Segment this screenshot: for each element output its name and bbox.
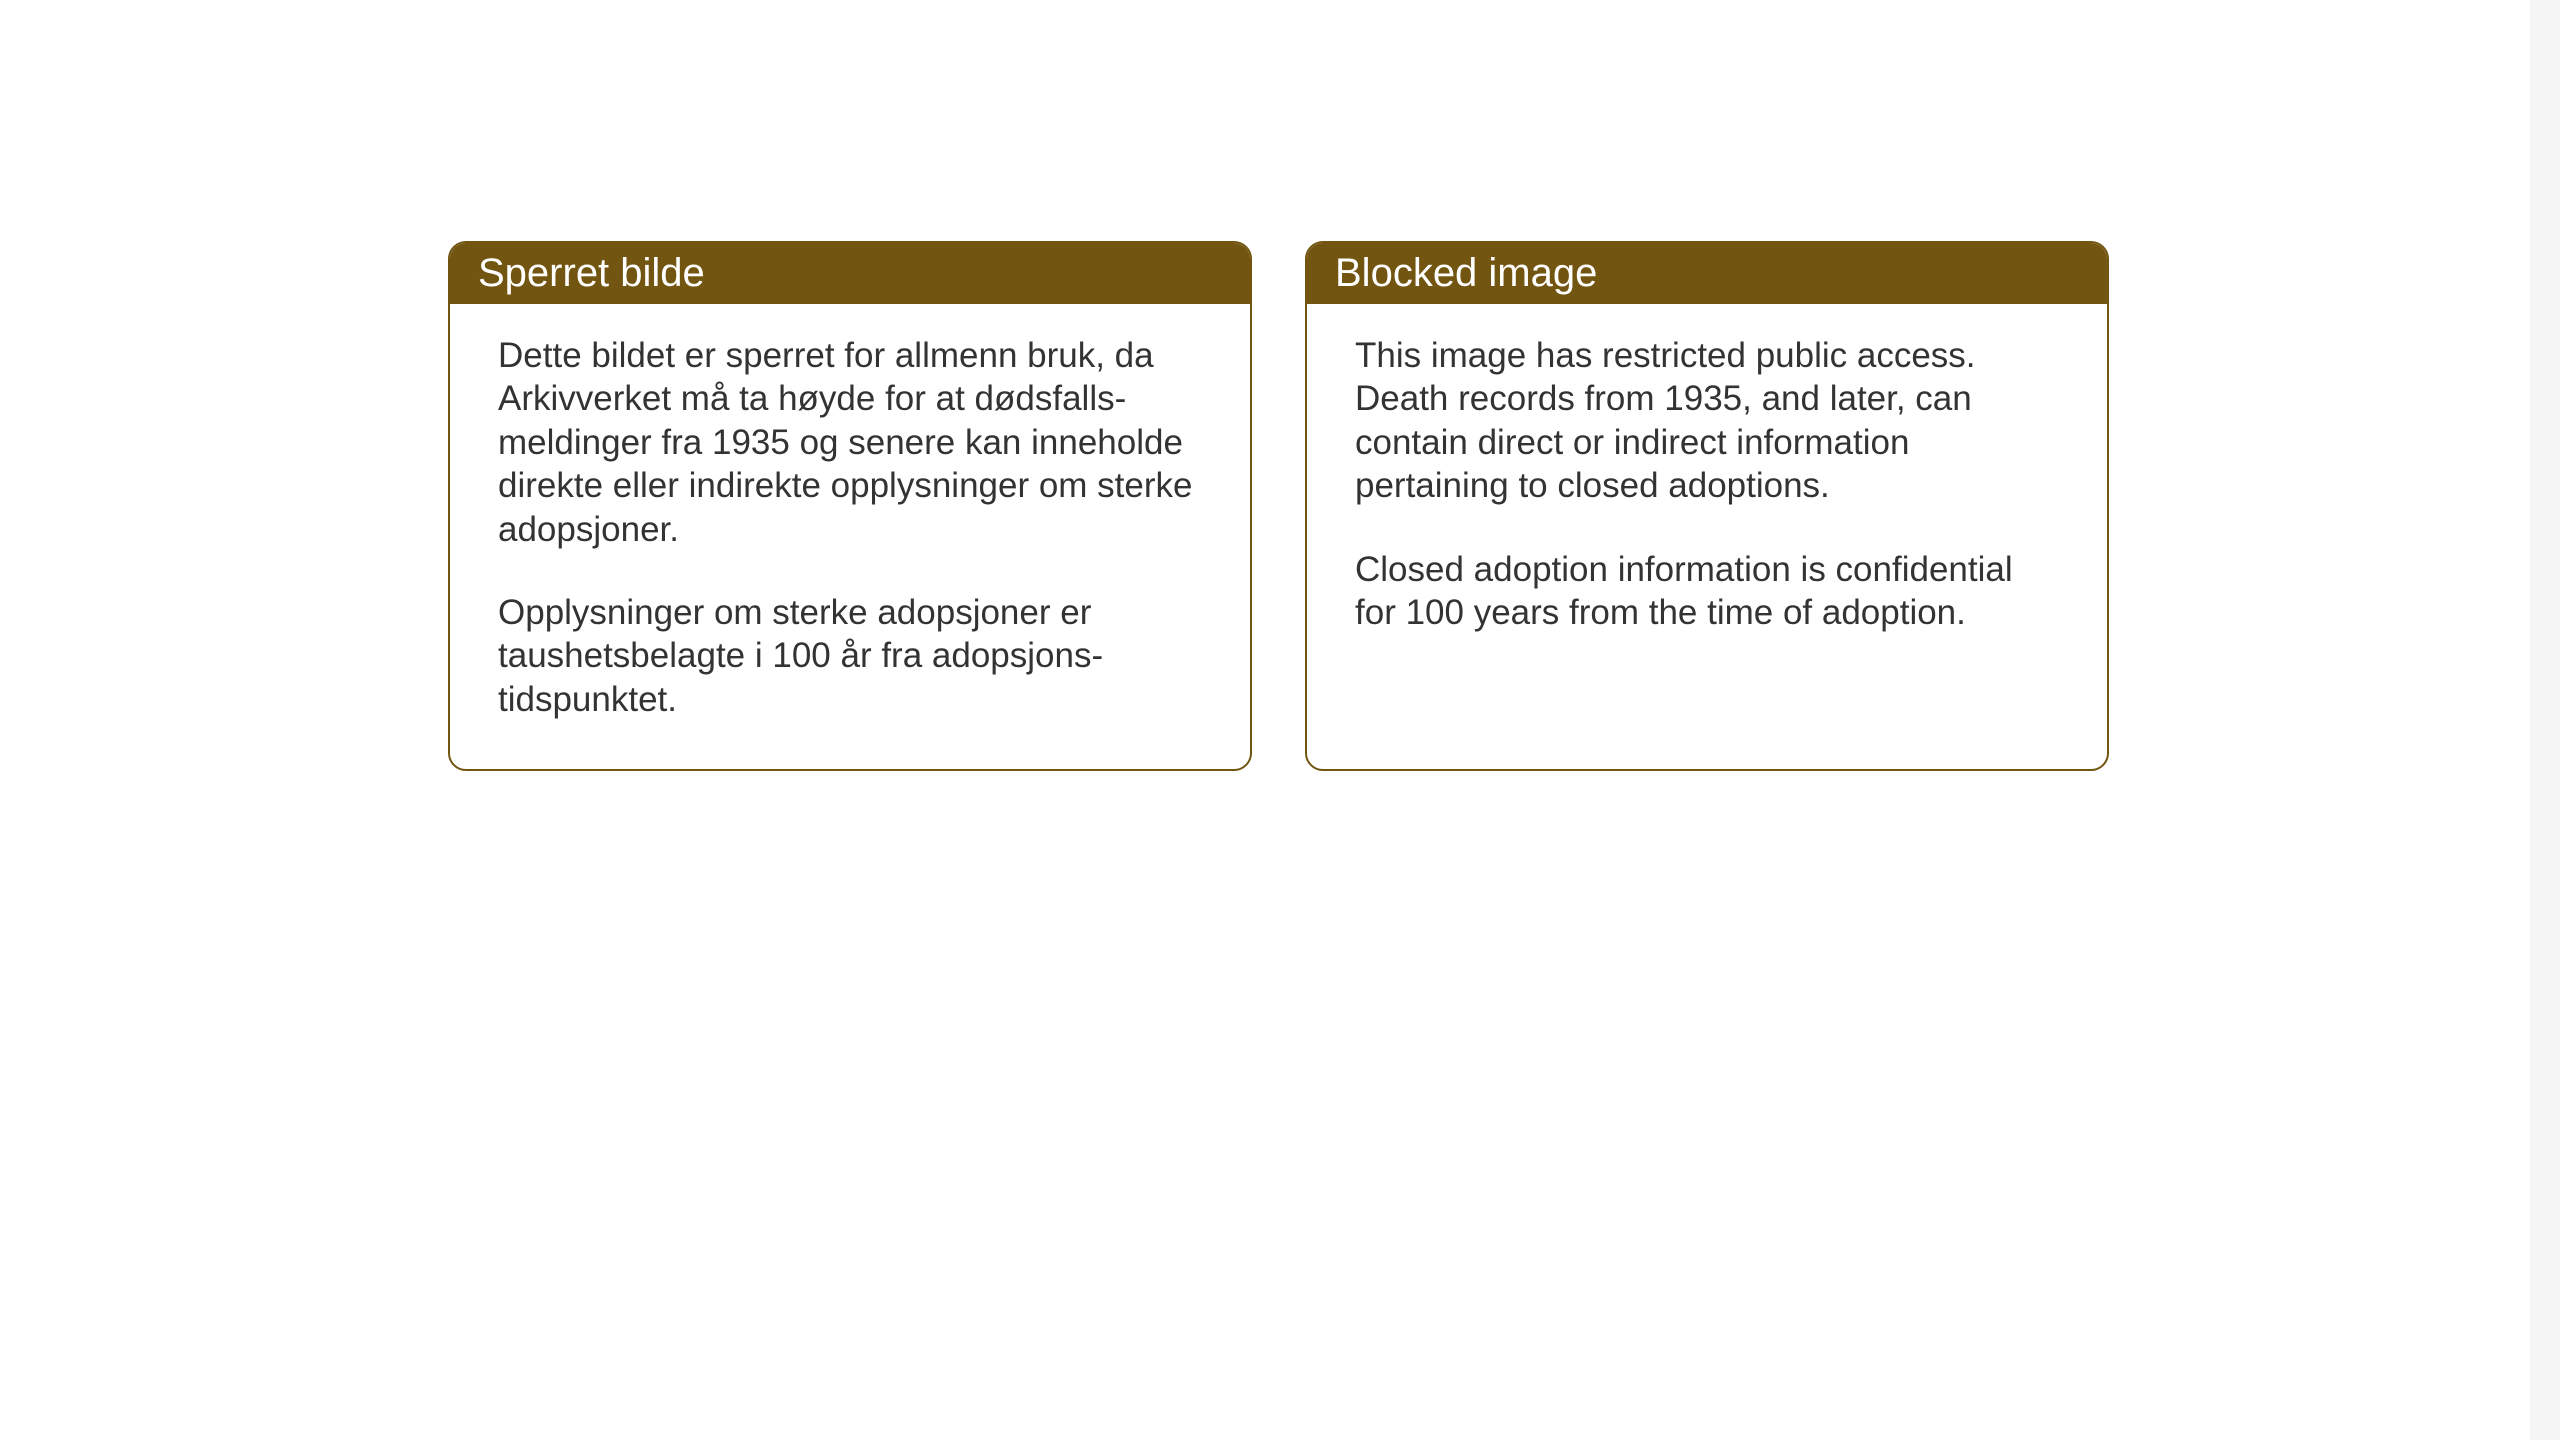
- english-card-body: This image has restricted public access.…: [1307, 304, 2107, 682]
- english-paragraph-2: Closed adoption information is confident…: [1355, 548, 2059, 635]
- english-card-title: Blocked image: [1307, 243, 2107, 304]
- norwegian-paragraph-2: Opplysninger om sterke adopsjoner er tau…: [498, 591, 1202, 721]
- english-card: Blocked image This image has restricted …: [1305, 241, 2109, 771]
- scrollbar-track[interactable]: [2530, 0, 2560, 1440]
- english-paragraph-1: This image has restricted public access.…: [1355, 334, 2059, 508]
- cards-container: Sperret bilde Dette bildet er sperret fo…: [448, 241, 2109, 771]
- norwegian-card-body: Dette bildet er sperret for allmenn bruk…: [450, 304, 1250, 769]
- norwegian-card-title: Sperret bilde: [450, 243, 1250, 304]
- norwegian-card: Sperret bilde Dette bildet er sperret fo…: [448, 241, 1252, 771]
- norwegian-paragraph-1: Dette bildet er sperret for allmenn bruk…: [498, 334, 1202, 551]
